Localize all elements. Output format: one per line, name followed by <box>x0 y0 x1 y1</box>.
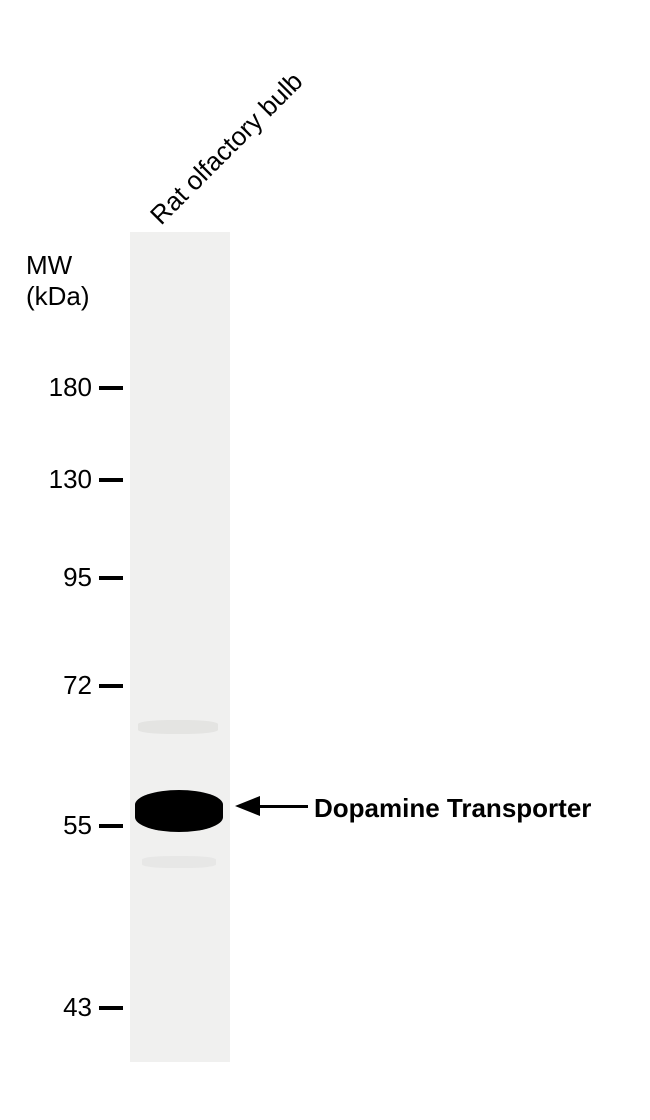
marker-tick-72 <box>99 684 123 688</box>
lane-strip <box>130 232 230 1062</box>
marker-130: 130 <box>26 464 92 495</box>
faint-band-lower <box>142 856 216 868</box>
marker-tick-43 <box>99 1006 123 1010</box>
marker-tick-130 <box>99 478 123 482</box>
faint-band-upper <box>138 720 218 734</box>
marker-tick-95 <box>99 576 123 580</box>
marker-tick-180 <box>99 386 123 390</box>
mw-line2: (kDa) <box>26 281 90 311</box>
blot-figure: Rat olfactory bulb MW (kDa) 180 130 95 7… <box>0 0 650 1120</box>
arrow-line <box>258 805 308 808</box>
marker-180: 180 <box>26 372 92 403</box>
lane-label: Rat olfactory bulb <box>144 66 309 231</box>
band-annotation-label: Dopamine Transporter <box>314 793 591 824</box>
marker-72: 72 <box>26 670 92 701</box>
mw-header: MW (kDa) <box>26 250 90 312</box>
mw-line1: MW <box>26 250 72 280</box>
main-band <box>135 790 223 832</box>
marker-tick-55 <box>99 824 123 828</box>
marker-95: 95 <box>26 562 92 593</box>
marker-43: 43 <box>26 992 92 1023</box>
marker-55: 55 <box>26 810 92 841</box>
arrow-head-icon <box>235 796 260 816</box>
